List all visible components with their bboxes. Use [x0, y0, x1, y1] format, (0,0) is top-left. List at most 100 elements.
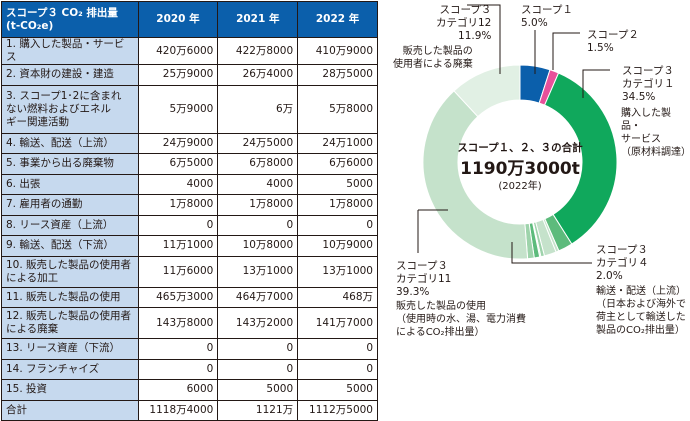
row-value: 28万5000	[297, 64, 378, 86]
row-label: 5. 事業から出る廃棄物	[1, 153, 139, 175]
row-value: 5000	[297, 173, 378, 195]
row-value: 6万5000	[137, 153, 219, 175]
row-value: 0	[137, 358, 219, 380]
row-value: 1万8000	[297, 194, 378, 216]
row-value: 6万8000	[217, 153, 299, 175]
row-value: 24万1000	[297, 132, 378, 154]
table-row: 12. 販売した製品の使用者 による廃棄 143万8000 143万2000 141万…	[1, 307, 378, 339]
row-value: 464万7000	[217, 286, 299, 308]
header-2020: 2020 年	[137, 1, 219, 38]
row-value: 5000	[297, 379, 378, 401]
row-label: 9. 輸送、配送（下流）	[1, 235, 139, 257]
desc-cat11: 販売した製品の使用 （使用時の水、湯、電力消費 によるCO₂排出量）	[396, 301, 526, 338]
table-row: 13. リース資産（下流） 0 0 0	[1, 338, 378, 360]
row-value: 5万9000	[137, 84, 219, 134]
row-value: 10万9000	[297, 235, 378, 257]
table-row: 4. 輸送、配送（上流） 24万9000 24万5000 24万1000	[1, 132, 378, 154]
row-value: 0	[297, 338, 378, 360]
row-value: 13万1000	[217, 255, 299, 288]
row-label: 10. 販売した製品の使用者 による加工	[1, 255, 139, 288]
row-value: 0	[137, 338, 219, 360]
row-value: 1112万5000	[297, 399, 378, 421]
row-value: 1121万	[217, 399, 299, 421]
table-row: 7. 雇用者の通勤 1万8000 1万8000 1万8000	[1, 194, 378, 216]
row-value: 13万1000	[297, 255, 378, 288]
table-row: 14. フランチャイズ 0 0 0	[1, 358, 378, 380]
label-cat11: スコープ３ カテゴリ11 39.3%	[396, 260, 452, 298]
center-year: (2022年)	[498, 181, 542, 192]
emissions-donut-chart	[417, 4, 618, 264]
label-scope2: スコープ２ 1.5%	[587, 29, 639, 54]
leader-line-cat4	[511, 242, 592, 264]
row-value: 11万6000	[137, 255, 219, 288]
row-value: 5000	[217, 379, 299, 401]
row-value: 465万3000	[137, 286, 219, 308]
row-label: 合計	[1, 399, 139, 421]
row-label: 12. 販売した製品の使用者 による廃棄	[1, 307, 139, 339]
row-value: 10万8000	[217, 235, 299, 257]
table-row: 2. 資本財の建設・建造 25万9000 26万4000 28万5000	[1, 64, 378, 86]
row-value: 420万6000	[137, 37, 219, 65]
row-label: 7. 雇用者の通勤	[1, 194, 139, 216]
table-row: 合計 1118万4000 1121万 1112万5000	[1, 399, 378, 421]
row-value: 141万7000	[297, 307, 378, 339]
row-label: 1. 購入した製品・サービス	[1, 37, 139, 65]
row-value: 422万8000	[217, 37, 299, 65]
center-total: 1190万3000t	[460, 159, 580, 179]
table-row: 6. 出張 4000 4000 5000	[1, 173, 378, 195]
table-row: 10. 販売した製品の使用者 による加工 11万6000 13万1000 13万100…	[1, 255, 378, 288]
label-cat4: スコープ３ カテゴリ４ 2.0%	[596, 244, 649, 282]
label-scope1: スコープ１ 5.0%	[521, 4, 573, 29]
donut-slice-11	[453, 64, 521, 118]
header-category: スコープ３ CO₂ 排出量 (t-CO₂e)	[1, 1, 139, 38]
row-label: 3. スコープ1･2に含まれ ない燃料およびエネル ギー関連活動	[1, 84, 139, 134]
table-row: 11. 販売した製品の使用 465万3000 464万7000 468万	[1, 286, 378, 308]
row-value: 4000	[217, 173, 299, 195]
row-value: 1万8000	[217, 194, 299, 216]
donut-slice-10	[422, 90, 529, 260]
donut-slice-2	[543, 72, 618, 245]
row-value: 6万	[217, 84, 299, 134]
row-value: 6万6000	[297, 153, 378, 175]
row-value: 24万9000	[137, 132, 219, 154]
row-value: 4000	[137, 173, 219, 195]
label-cat12: スコープ３ カテゴリ12 11.9%	[436, 4, 492, 42]
row-value: 0	[297, 214, 378, 236]
row-label: 13. リース資産（下流）	[1, 338, 139, 360]
row-value: 25万9000	[137, 64, 219, 86]
row-label: 11. 販売した製品の使用	[1, 286, 139, 308]
row-value: 0	[297, 358, 378, 380]
row-value: 1118万4000	[137, 399, 219, 421]
header-2021: 2021 年	[217, 1, 299, 38]
row-value: 0	[217, 358, 299, 380]
desc-cat4: 輸送・配送（上流） （日本および海外で 荷主として輸送した 製品のCO₂排出量）	[596, 286, 686, 336]
table-row: 1. 購入した製品・サービス 420万6000 422万8000 410万9000	[1, 37, 378, 65]
row-label: 8. リース資産（上流）	[1, 214, 139, 236]
row-value: 6000	[137, 379, 219, 401]
table-row: 5. 事業から出る廃棄物 6万5000 6万8000 6万6000	[1, 153, 378, 175]
row-value: 5万8000	[297, 84, 378, 134]
row-value: 143万2000	[217, 307, 299, 339]
row-value: 0	[137, 214, 219, 236]
table-row: 3. スコープ1･2に含まれ ない燃料およびエネル ギー関連活動 5万9000 6万…	[1, 84, 378, 134]
row-value: 143万8000	[137, 307, 219, 339]
center-title: スコープ１、２、３の合計	[457, 142, 583, 154]
header-2022: 2022 年	[297, 1, 378, 38]
row-value: 26万4000	[217, 64, 299, 86]
row-label: 14. フランチャイズ	[1, 358, 139, 380]
desc-cat1: 購入した製品・ サービス （原材料調達）	[621, 108, 690, 158]
row-label: 6. 出張	[1, 173, 139, 195]
table-row: 15. 投資 6000 5000 5000	[1, 379, 378, 401]
row-value: 11万1000	[137, 235, 219, 257]
row-value: 410万9000	[297, 37, 378, 65]
leader-line-cat12	[467, 4, 501, 74]
row-label: 2. 資本財の建設・建造	[1, 64, 139, 86]
leader-line-scope2	[552, 32, 580, 70]
row-value: 24万5000	[217, 132, 299, 154]
leader-line-cat1	[582, 69, 610, 98]
table-row: 9. 輸送、配送（下流） 11万1000 10万8000 10万9000	[1, 235, 378, 257]
row-value: 1万8000	[137, 194, 219, 216]
desc-cat12: 販売した製品の 使用者による廃棄	[393, 46, 473, 70]
row-label: 4. 輸送、配送（上流）	[1, 132, 139, 154]
table-row: 8. リース資産（上流） 0 0 0	[1, 214, 378, 236]
